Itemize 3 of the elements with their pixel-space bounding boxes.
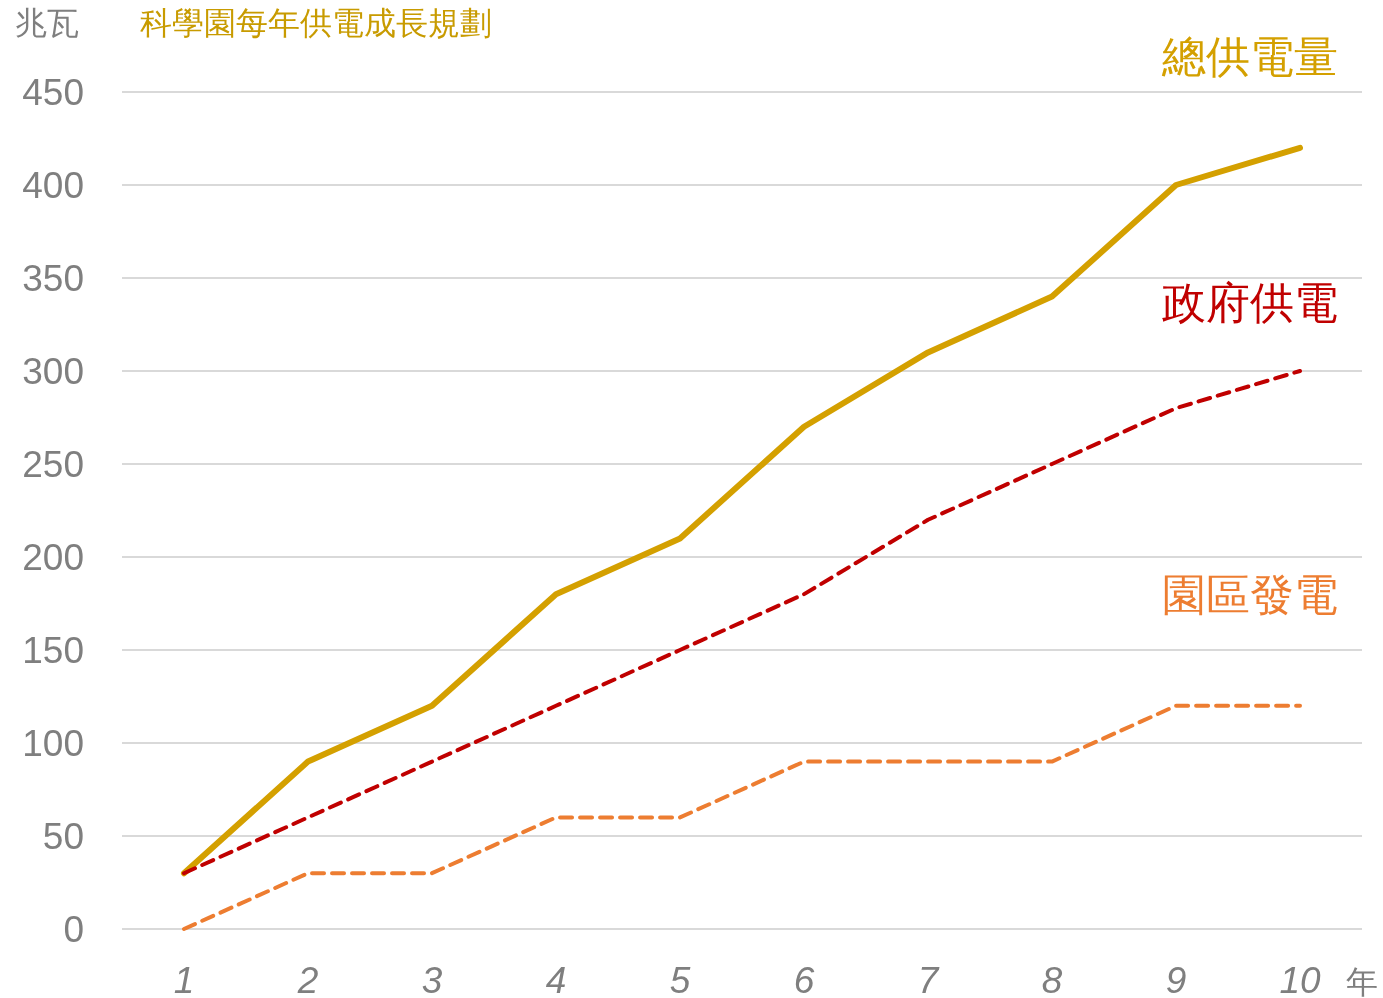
title: 科學園每年供電成長規劃 [140,5,492,41]
xlabel: 年 [1346,964,1378,998]
ylabel: 兆瓦 [15,5,79,41]
